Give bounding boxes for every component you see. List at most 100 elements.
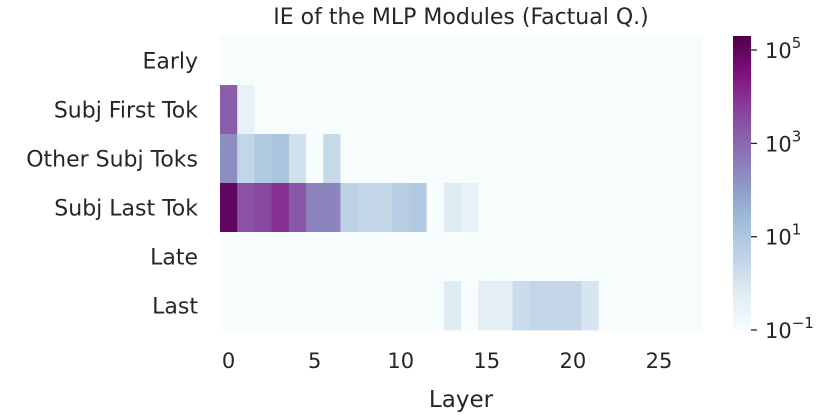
heatmap-cell <box>426 232 445 282</box>
heatmap-cell <box>323 232 341 282</box>
heatmap-cell <box>512 134 531 184</box>
heatmap-cell <box>667 36 686 86</box>
x-tick-label: 0 <box>222 349 235 373</box>
heatmap-cell <box>392 134 410 184</box>
heatmap-cell <box>667 134 686 184</box>
heatmap-cell <box>254 232 273 282</box>
heatmap-cell <box>478 85 496 135</box>
heatmap-cell <box>633 232 651 282</box>
x-tick-label: 20 <box>560 349 587 373</box>
row-label: Subj First Tok <box>54 99 198 124</box>
heatmap-cell <box>547 134 565 184</box>
heatmap-cell <box>340 232 359 282</box>
heatmap-cell <box>306 134 324 184</box>
row-labels: Early Subj First Tok Other Subj Toks Subj L… <box>26 50 198 320</box>
heatmap-cell <box>495 134 514 184</box>
heatmap-cell <box>529 183 548 233</box>
heatmap-cell <box>306 232 324 282</box>
heatmap-cell <box>374 183 393 233</box>
heatmap-cell <box>547 281 565 331</box>
heatmap-cell <box>340 85 359 135</box>
heatmap-cell <box>323 134 341 184</box>
heatmap-cell <box>357 134 376 184</box>
heatmap-cell <box>461 183 479 233</box>
heatmap-cell <box>684 281 703 331</box>
heatmap-cell <box>443 183 462 233</box>
heatmap-cell <box>598 232 617 282</box>
heatmap-cell <box>564 232 582 282</box>
heatmap-cell <box>529 232 548 282</box>
heatmap-cell <box>667 85 686 135</box>
heatmap-cell <box>409 232 427 282</box>
colorbar <box>733 36 751 330</box>
heatmap-cell <box>478 281 496 331</box>
heatmap-cell <box>633 183 651 233</box>
row-label: Early <box>142 50 198 75</box>
heatmap-cell <box>220 36 238 86</box>
heatmap-cell <box>581 232 600 282</box>
heatmap-cell <box>254 183 273 233</box>
heatmap-cell <box>478 232 496 282</box>
heatmap-cell <box>323 281 341 331</box>
heatmap-cell <box>254 36 273 86</box>
heatmap-cell <box>684 134 703 184</box>
heatmap-cell <box>374 232 393 282</box>
heatmap-cell <box>323 36 341 86</box>
heatmap-cell <box>426 281 445 331</box>
heatmap-cell <box>254 134 273 184</box>
heatmap-cell <box>409 36 427 86</box>
heatmap-cell <box>237 281 255 331</box>
heatmap-cell <box>237 134 255 184</box>
heatmap-cell <box>271 85 290 135</box>
heatmap-cell <box>426 134 445 184</box>
colorbar-tick-label: 105 <box>765 34 801 63</box>
row-label: Subj Last Tok <box>54 197 198 222</box>
heatmap-cell <box>581 183 600 233</box>
x-tick-label: 10 <box>387 349 414 373</box>
heatmap-cell <box>323 85 341 135</box>
heatmap-cell <box>443 232 462 282</box>
heatmap-cell <box>306 183 324 233</box>
heatmap-cell <box>288 183 307 233</box>
colorbar-ticks: 10−1 101 103 105 <box>751 34 814 343</box>
heatmap-cell <box>288 232 307 282</box>
x-tick-label: 15 <box>473 349 500 373</box>
heatmap-cell <box>684 85 703 135</box>
heatmap-cell <box>374 281 393 331</box>
heatmap-cell <box>598 134 617 184</box>
heatmap-cell <box>581 281 600 331</box>
heatmap-cell <box>495 36 514 86</box>
heatmap-cell <box>547 183 565 233</box>
heatmap-cell <box>547 232 565 282</box>
x-tick-label: 5 <box>308 349 321 373</box>
heatmap-cell <box>633 36 651 86</box>
heatmap-cell <box>495 183 514 233</box>
heatmap-cell <box>650 281 668 331</box>
heatmap-cell <box>237 183 255 233</box>
heatmap-cell <box>615 281 634 331</box>
heatmap-cell <box>667 183 686 233</box>
heatmap-cell <box>581 134 600 184</box>
colorbar-tick-label: 101 <box>765 221 801 250</box>
heatmap-cell <box>392 183 410 233</box>
heatmap-cell <box>512 183 531 233</box>
heatmap-cell <box>288 134 307 184</box>
heatmap-cell <box>529 134 548 184</box>
heatmap-cell <box>220 134 238 184</box>
heatmap-cell <box>392 36 410 86</box>
heatmap-cell <box>443 134 462 184</box>
heatmap-cell <box>564 183 582 233</box>
heatmap-cell <box>633 85 651 135</box>
heatmap-cell <box>271 36 290 86</box>
heatmap-cell <box>340 36 359 86</box>
heatmap-cell <box>357 85 376 135</box>
heatmap-cell <box>461 134 479 184</box>
heatmap-cell <box>495 232 514 282</box>
heatmap-cell <box>237 232 255 282</box>
heatmap-cell <box>357 281 376 331</box>
heatmap-cell <box>271 183 290 233</box>
heatmap-cell <box>409 85 427 135</box>
colorbar-tick-label: 103 <box>765 127 801 156</box>
heatmap-cell <box>340 134 359 184</box>
heatmap-cell <box>340 281 359 331</box>
